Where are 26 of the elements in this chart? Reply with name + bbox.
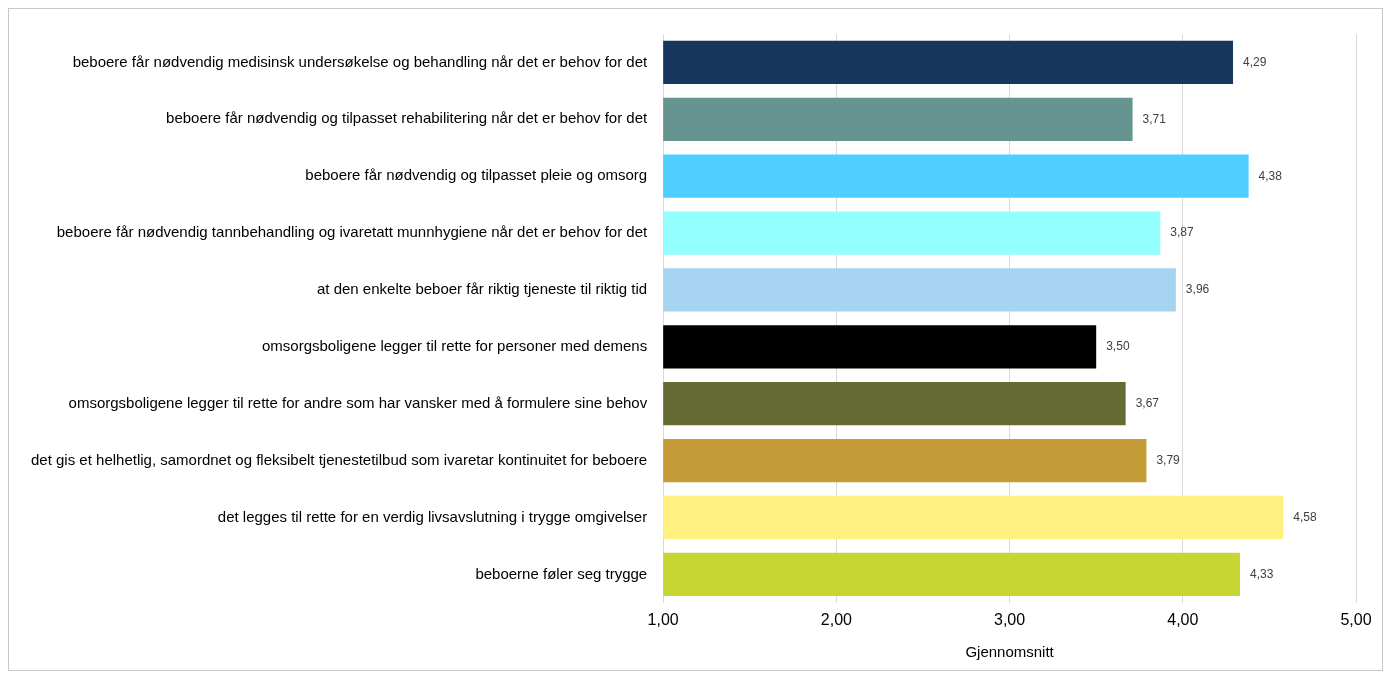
y-tick-label: omsorgsboligene legger til rette for personer med demens [261,336,648,354]
data-label: 3,87 [1170,225,1194,240]
data-label: 4,38 [1258,168,1283,183]
x-tick-label: 3,00 [994,610,1026,628]
data-label: 3,50 [1106,339,1130,354]
x-tick-label: 4,00 [1167,610,1199,628]
x-axis-title: Gjennomsnitt [965,643,1055,661]
y-tick-label: beboere får nødvendig og tilpasset pleie og omsorg [305,166,648,184]
data-label: 3,96 [1185,282,1210,297]
data-label: 4,33 [1249,566,1274,581]
data-label: 3,67 [1135,396,1160,411]
data-label: 3,71 [1142,111,1167,126]
data-label: 4,29 [1243,54,1267,69]
x-tick-label: 5,00 [1340,610,1372,628]
x-tick-label: 2,00 [820,610,853,628]
y-tick-label: det gis et helhetlig, samordnet og fleksibelt tjenestetilbud som ivaretar kontinuitet for beboere [31,450,648,468]
y-tick-label: beboere får nødvendig og tilpasset rehabilitering når det er behov for det [166,109,649,127]
y-tick-label: beboere får nødvendig tannbehandling og ivaretatt munnhygiene når det er behov for det [56,223,649,241]
data-label: 3,79 [1156,452,1181,467]
y-tick-label: omsorgsboligene legger til rette for andre som har vansker med å formulere sine behov [68,393,648,411]
y-tick-label: beboerne føler seg trygge [475,564,648,582]
y-tick-label: det legges til rette for en verdig livsavslutning i trygge omgivelser [217,507,648,525]
data-label: 4,58 [1293,509,1317,524]
x-tick-label: 1,00 [647,610,679,628]
y-tick-label: at den enkelte beboer får riktig tjeneste til riktig tid [317,280,648,298]
y-tick-label: beboere får nødvendig medisinsk undersøkelse og behandling når det er behov for det [72,52,649,70]
